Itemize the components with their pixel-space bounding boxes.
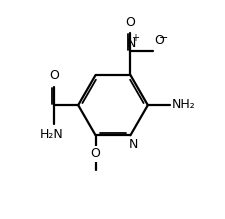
Text: H₂N: H₂N — [40, 128, 63, 141]
Text: O: O — [154, 34, 164, 47]
Text: O: O — [49, 69, 59, 82]
Text: O: O — [125, 16, 135, 29]
Text: N: N — [128, 138, 138, 151]
Text: +: + — [131, 34, 139, 43]
Text: O: O — [90, 147, 100, 160]
Text: NH₂: NH₂ — [171, 97, 195, 111]
Text: N: N — [126, 37, 135, 50]
Text: −: − — [158, 33, 167, 43]
